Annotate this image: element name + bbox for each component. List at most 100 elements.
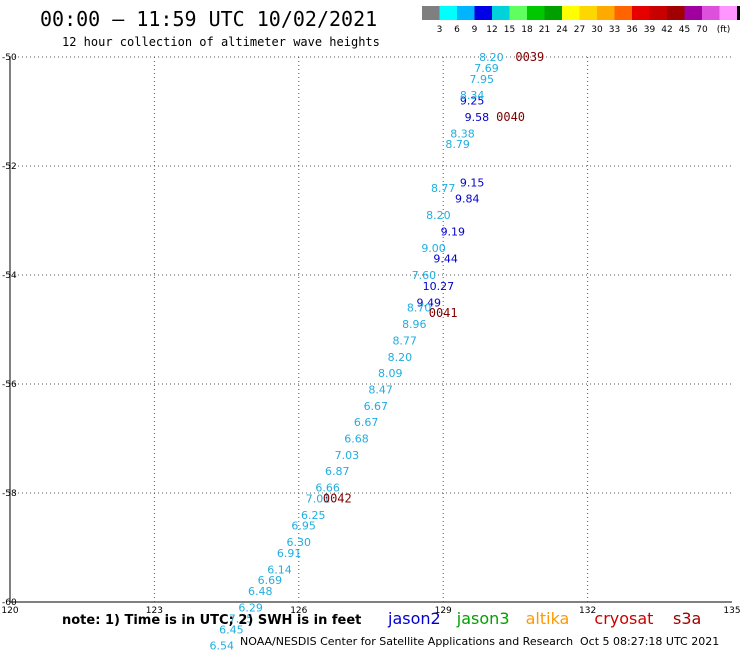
colorbar-label: 6 [454,25,460,35]
wave-height-label: 6.67 [364,400,389,413]
wave-height-label: 7.25 [229,612,254,625]
legend-item: cryosat [594,609,653,628]
wave-height-label: 6.48 [248,585,273,598]
pass-labels: 0039 0040 0041 0042 [323,50,544,505]
wave-height-label: 6.25 [301,509,326,522]
data-points: 9.259.589.159.849.199.4410.279.498.207.6… [210,51,504,650]
wave-height-label: 7.95 [469,73,494,86]
wave-height-label: 7.01 [306,492,331,505]
colorbar-swatch [527,6,545,20]
pass-label: 0041 [429,306,458,320]
wave-height-label: 8.47 [368,383,393,396]
x-tick-label: 132 [579,606,596,616]
colorbar-label: 45 [679,25,690,35]
wave-height-label: 6.91 [277,547,302,560]
colorbar-label: 36 [626,25,638,35]
legend-item: jason3 [456,609,510,628]
colorbar-swatch [457,6,475,20]
y-tick-label: -58 [2,489,17,499]
legend-item: jason2 [387,609,441,628]
wave-height-label: 9.44 [433,253,458,266]
wave-height-label: 8.79 [445,138,470,151]
colorbar-swatch [684,6,702,20]
colorbar-swatch [562,6,580,20]
colorbar-swatch [667,6,685,20]
wave-height-label: 9.25 [460,95,485,108]
wave-height-label: 6.68 [344,433,369,446]
colorbar-label: 27 [574,25,585,35]
wave-height-label: 6.45 [219,623,244,636]
chart-subtitle: 12 hour collection of altimeter wave hei… [62,35,380,49]
legend-item: s3a [673,609,701,628]
colorbar-label: 9 [472,25,478,35]
colorbar: 3 6 9 12 15 18 21 24 27 30 33 36 39 42 45 70 (ft) [422,6,740,35]
wave-height-label: 9.49 [417,296,442,309]
colorbar-swatch [509,6,527,20]
y-tick-label: -56 [2,380,17,390]
y-tick-label: -52 [2,162,17,172]
colorbar-label: 3 [437,25,443,35]
colorbar-swatch [649,6,667,20]
x-tick-label: 123 [146,606,163,616]
colorbar-swatch [474,6,492,20]
wave-height-label: 6.69 [258,574,283,587]
credit-line: NOAA/NESDIS Center for Satellite Applica… [240,635,573,648]
x-tick-label: 120 [1,606,18,616]
wave-height-label: 7.60 [412,269,437,282]
colorbar-swatch [579,6,597,20]
y-tick-label: -60 [2,598,17,608]
wave-height-label: 9.15 [460,176,485,189]
chart-title: 00:00 – 11:59 UTC 10/02/2021 [40,7,377,31]
x-tick-label: 126 [290,606,307,616]
colorbar-swatch [492,6,510,20]
colorbar-label: 18 [521,25,533,35]
wave-height-label: 7.03 [335,449,360,462]
pass-label: 0042 [323,491,352,505]
wave-height-label: 9.84 [455,193,480,206]
wave-height-label: 8.20 [479,51,504,64]
colorbar-swatch [597,6,615,20]
colorbar-swatch [737,6,740,20]
colorbar-label: 70 [696,25,708,35]
axis-ticks: 120 123 126 129 132 135 -50 -52 -54 -56 -58 -60 [1,53,740,616]
legend-item: altika [526,609,570,628]
wave-height-label: 6.29 [238,601,263,614]
colorbar-swatch [544,6,562,20]
wave-height-label: 8.77 [431,182,456,195]
wave-height-label: 6.87 [325,465,350,478]
colorbar-label: 42 [661,25,672,35]
wave-height-label: 10.27 [423,280,455,293]
wave-height-label: 8.20 [426,209,451,222]
colorbar-swatch [439,6,457,20]
grid-lines [10,56,732,602]
wave-height-label: 7.69 [474,62,499,75]
y-tick-label: -50 [2,53,17,63]
colorbar-swatch [719,6,737,20]
colorbar-swatch [614,6,632,20]
wave-height-label: 6.30 [287,536,312,549]
legend: jason2 jason3 altika cryosat s3a [387,609,701,628]
wave-height-label: 8.38 [450,127,475,140]
wave-height-label: 6.95 [291,520,316,533]
wave-height-label: 9.00 [421,242,446,255]
wave-height-label: 9.19 [441,225,466,238]
x-tick-label: 129 [435,606,452,616]
footnote: note: 1) Time is in UTC; 2) SWH is in fe… [62,613,361,628]
wave-height-label: 8.09 [378,367,403,380]
colorbar-label: 39 [644,25,656,35]
colorbar-label: 24 [556,25,568,35]
timestamp: Oct 5 08:27:18 UTC 2021 [580,635,719,648]
wave-height-label: 6.14 [267,563,292,576]
wave-height-label: 8.20 [388,351,413,364]
plot-frame [9,57,732,603]
pass-label: 0040 [496,110,525,124]
pass-label: 0039 [515,50,544,64]
wave-height-label: 8.96 [402,318,427,331]
colorbar-swatch [632,6,650,20]
colorbar-label: 15 [504,25,515,35]
wave-height-label: 6.67 [354,416,379,429]
wave-height-label: 9.58 [465,111,490,124]
wave-height-label: 6.66 [315,482,340,495]
wave-height-label: 6.54 [210,640,235,650]
